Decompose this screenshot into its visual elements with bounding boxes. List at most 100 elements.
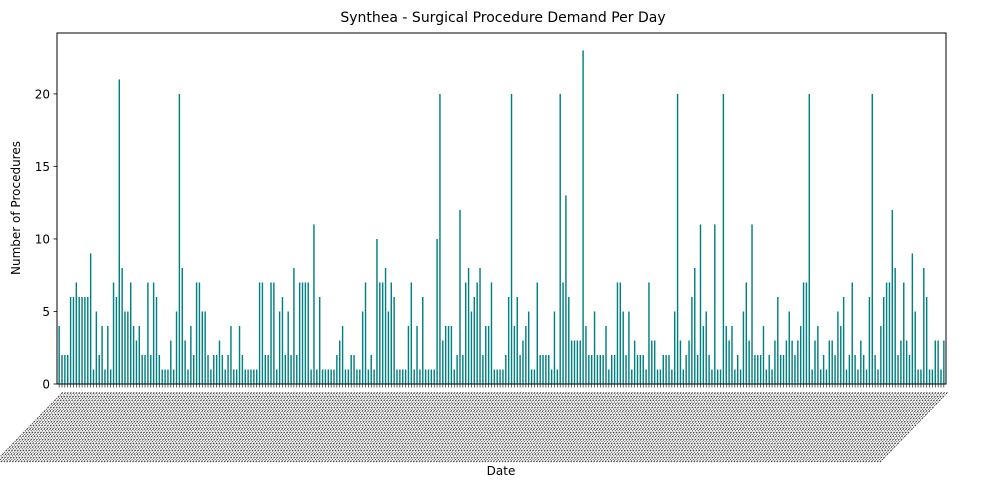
bar	[178, 93, 181, 385]
bar	[613, 354, 616, 384]
bar	[181, 267, 183, 384]
x-tick-label-glyphs	[341, 391, 410, 463]
x-tick-label-glyphs	[315, 391, 385, 463]
bar	[682, 369, 685, 384]
bar	[900, 340, 902, 384]
bar	[384, 267, 387, 384]
x-tick-label-glyphs	[521, 391, 591, 463]
bar	[825, 369, 828, 384]
bar	[107, 325, 109, 384]
bar	[837, 311, 839, 384]
bar	[765, 369, 768, 384]
x-tick-label-glyphs	[92, 391, 161, 463]
x-tick-label-glyphs	[636, 391, 705, 463]
x-tick-label-glyphs	[687, 391, 757, 463]
x-tick-label-glyphs	[318, 391, 388, 463]
x-tick-label-glyphs	[799, 391, 869, 463]
x-tick-label-glyphs	[352, 391, 422, 463]
bar	[124, 311, 126, 384]
bar	[459, 209, 461, 384]
bar	[147, 282, 149, 384]
x-tick-label-glyphs	[807, 391, 877, 463]
bar	[273, 282, 275, 384]
x-tick-label-glyphs	[449, 391, 519, 463]
bar	[799, 325, 802, 384]
x-tick-label-glyphs	[195, 391, 264, 463]
bar	[207, 354, 209, 384]
x-tick-label-glyphs	[54, 391, 124, 463]
x-tick-label-glyphs	[553, 391, 622, 463]
bar	[64, 354, 66, 384]
x-tick-label-glyphs	[704, 391, 774, 463]
x-tick-label-glyphs	[123, 391, 193, 463]
x-tick-label-glyphs	[859, 391, 929, 463]
bar	[937, 340, 939, 384]
x-tick-label-glyphs	[303, 391, 373, 463]
bar	[745, 282, 748, 384]
bar	[848, 354, 851, 384]
x-tick-label-glyphs	[730, 391, 800, 463]
chart-title: Synthea - Surgical Procedure Demand Per …	[340, 10, 665, 26]
bar	[347, 369, 350, 384]
x-tick-label-glyphs	[793, 391, 863, 463]
bar	[399, 369, 401, 384]
bar	[450, 325, 453, 384]
x-tick-label-glyphs	[34, 391, 104, 463]
x-tick-label-glyphs	[739, 391, 808, 463]
bar	[688, 340, 690, 384]
x-tick-label-glyphs	[584, 391, 654, 463]
bar	[479, 267, 481, 384]
x-tick-label-glyphs	[177, 391, 247, 463]
x-tick-label-glyphs	[756, 391, 826, 463]
bar	[914, 311, 916, 384]
x-tick-label-glyphs	[487, 391, 556, 463]
x-tick-label-glyphs	[283, 391, 353, 463]
x-tick-label-glyphs	[74, 391, 144, 463]
x-tick-label-glyphs	[753, 391, 823, 463]
bar	[668, 354, 670, 384]
x-tick-label-glyphs	[570, 391, 640, 463]
x-tick-label-glyphs	[527, 391, 597, 463]
x-tick-label-glyphs	[26, 391, 96, 463]
bar	[897, 354, 899, 384]
x-tick-label-glyphs	[324, 391, 393, 463]
bar	[854, 354, 856, 384]
x-tick-label-glyphs	[673, 391, 743, 463]
bar	[568, 296, 570, 384]
bar	[121, 267, 123, 384]
x-tick-label-glyphs	[9, 391, 78, 463]
bar	[714, 224, 716, 384]
bar	[336, 354, 338, 384]
x-tick-label-glyphs	[346, 391, 416, 463]
bar	[616, 282, 619, 384]
bar	[250, 369, 252, 384]
x-tick-label-glyphs	[6, 391, 75, 463]
bar	[155, 296, 158, 384]
bar	[184, 340, 186, 384]
x-tick-label-glyphs	[618, 391, 688, 463]
y-axis-label: Number of Procedures	[9, 141, 23, 275]
x-tick-label-glyphs	[180, 391, 250, 463]
x-tick-label-glyphs	[238, 391, 307, 463]
x-tick-label-glyphs	[60, 391, 130, 463]
bar	[797, 340, 799, 384]
x-tick-label-glyphs	[387, 391, 456, 463]
y-tick-label: 20	[35, 87, 50, 101]
bar	[911, 253, 914, 384]
x-tick-label-glyphs	[14, 391, 84, 463]
bar	[502, 369, 504, 384]
bar	[61, 354, 63, 384]
x-tick-label-glyphs	[381, 391, 451, 463]
bar	[722, 93, 725, 385]
bar	[671, 369, 673, 384]
bar	[75, 282, 78, 384]
bar	[851, 282, 853, 384]
x-tick-label-glyphs	[220, 391, 290, 463]
x-tick-label-glyphs	[418, 391, 488, 463]
x-tick-label-glyphs	[575, 391, 645, 463]
x-tick-label-glyphs	[215, 391, 285, 463]
x-tick-label-glyphs	[744, 391, 814, 463]
x-tick-label-glyphs	[656, 391, 725, 463]
bar	[645, 369, 647, 384]
x-tick-label-glyphs	[281, 391, 350, 463]
